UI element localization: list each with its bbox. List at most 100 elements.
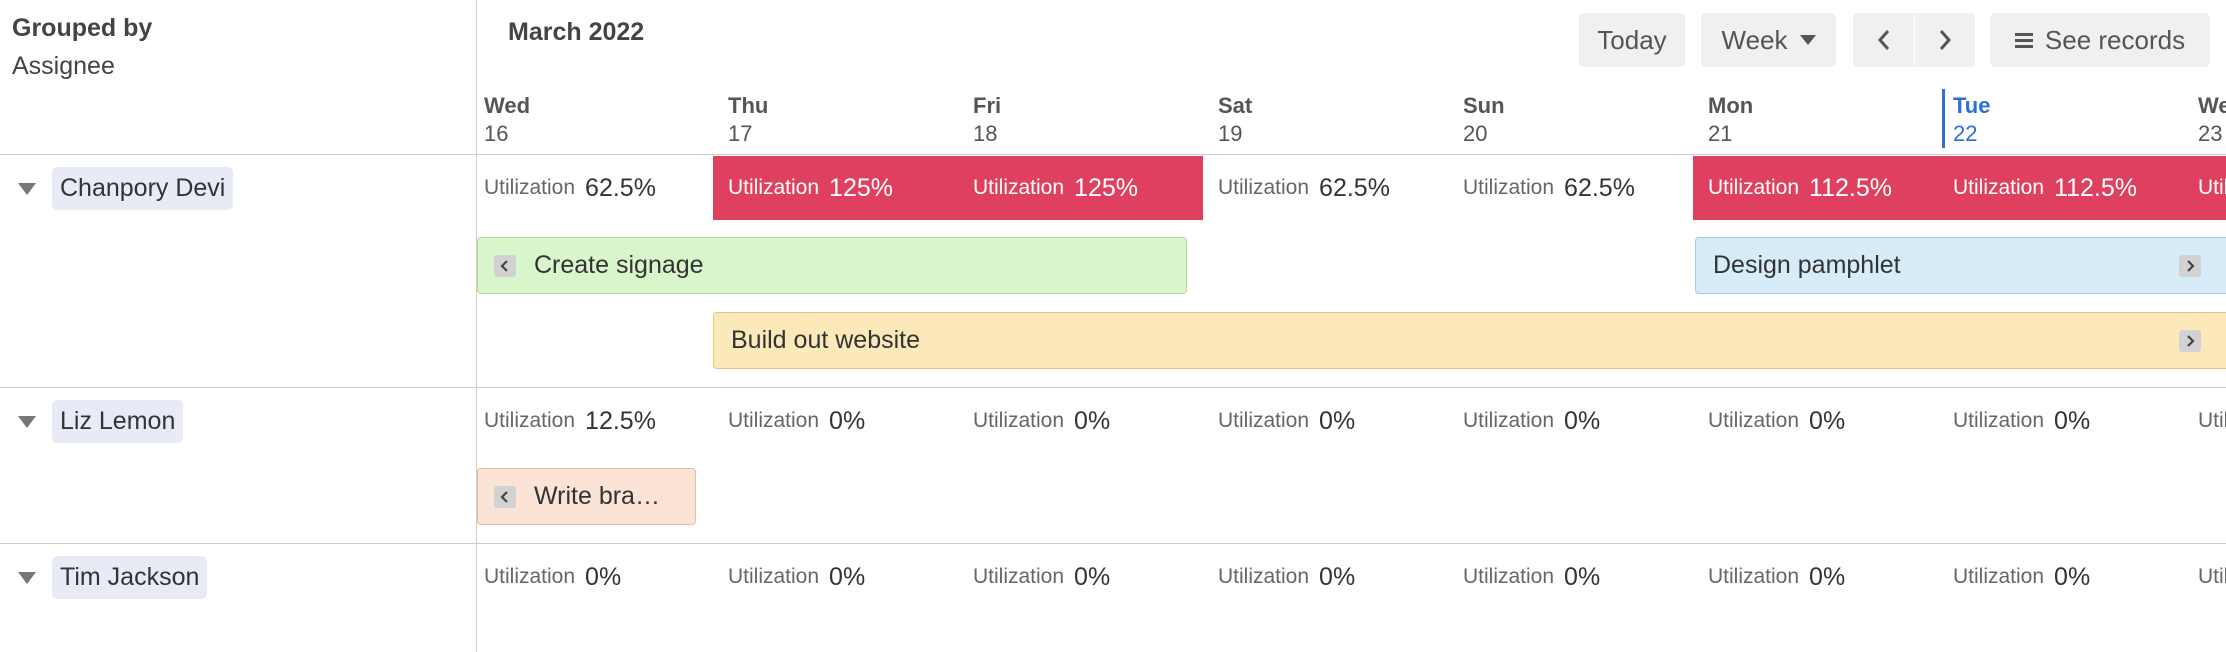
day-date: 21 (1708, 121, 1733, 146)
today-button[interactable]: Today (1579, 13, 1685, 67)
utilization-label: Utilization (1708, 176, 1800, 199)
task-bar[interactable]: Create signage (477, 237, 1187, 294)
arrow-icon (500, 259, 508, 272)
utilization-value: 125% (1074, 173, 1138, 202)
utilization-cell: Utilization 62.5% (1203, 156, 1448, 220)
utilization-label: Utilization (2198, 176, 2226, 199)
day-date: 22 (1953, 121, 1978, 146)
collapse-toggle[interactable] (18, 571, 36, 589)
utilization-cell: Utilization 0% (1693, 389, 1938, 453)
utilization-value: 62.5% (1564, 173, 1635, 202)
utilization-cell: Utilization 62.5% (1448, 156, 1693, 220)
utilization-cell: Utilization (2183, 545, 2226, 609)
utilization-label: Utilization (1463, 565, 1555, 588)
utilization-cell: Utilization 62.5% (477, 156, 713, 220)
utilization-cell: Utilization 0% (1693, 545, 1938, 609)
row-border (0, 387, 2226, 388)
day-date: 16 (484, 121, 509, 146)
utilization-value: 0% (2054, 406, 2091, 435)
scroll-arrow[interactable] (494, 254, 516, 277)
utilization-label: Utilization (484, 409, 576, 432)
task-title: Write bra… (534, 482, 660, 510)
today-line (1942, 89, 1945, 148)
view-button[interactable]: Week (1701, 13, 1836, 67)
task-title: Create signage (534, 251, 704, 279)
utilization-cell: Utilization 0% (713, 545, 958, 609)
utilization-value: 12.5% (585, 406, 656, 435)
day-name: Tue (1953, 93, 1991, 118)
utilization-value: 112.5% (2054, 173, 2137, 202)
day-date: 17 (728, 121, 753, 146)
collapse-icon (18, 572, 36, 584)
utilization-value: 0% (829, 562, 866, 591)
utilization-cell: Utilization 125% (713, 156, 958, 220)
utilization-cell: Utilization 0% (713, 389, 958, 453)
group-field[interactable]: Assignee (12, 52, 115, 80)
task-bar[interactable]: Write bra… (477, 468, 696, 525)
see-records-text: See records (2044, 24, 2186, 55)
utilization-label: Utilization (1708, 409, 1800, 432)
utilization-value: 0% (2054, 562, 2091, 591)
utilization-value: 0% (1319, 406, 1356, 435)
utilization-label: Utilization (728, 409, 820, 432)
task-bar[interactable]: Build out website (713, 312, 2226, 369)
utilization-label: Utilization (973, 565, 1065, 588)
grouped-by-label: Grouped by (12, 14, 153, 42)
utilization-label: Utilization (1953, 565, 2045, 588)
utilization-cell: Utilization 0% (1203, 389, 1448, 453)
utilization-value: 0% (1809, 562, 1846, 591)
utilization-label: Utilization (728, 565, 820, 588)
utilization-value: 62.5% (585, 173, 656, 202)
utilization-cell: Utilization 0% (958, 389, 1203, 453)
prev-icon (1877, 30, 1889, 50)
utilization-label: Utilization (1218, 409, 1310, 432)
task-bar[interactable]: Design pamphlet (1695, 237, 2226, 294)
assignee-name: Chanpory Devi (52, 167, 234, 210)
day-name: Sun (1463, 93, 1505, 118)
scroll-arrow[interactable] (2179, 329, 2201, 352)
collapse-toggle[interactable] (18, 415, 36, 433)
utilization-value: 112.5% (1809, 173, 1892, 202)
utilization-label: Utilization (1463, 176, 1555, 199)
collapse-icon (18, 183, 36, 195)
arrow-icon (2187, 259, 2195, 272)
divider (476, 0, 477, 652)
header-border (0, 154, 2226, 155)
today-text: Today (1597, 24, 1667, 55)
prev-button[interactable] (1853, 13, 1914, 67)
utilization-label: Utilization (484, 565, 576, 588)
utilization-label: Utilization (484, 176, 576, 199)
utilization-cell: Utilization 0% (958, 545, 1203, 609)
assignee-name: Liz Lemon (52, 400, 184, 443)
utilization-cell: Utilization (2183, 156, 2226, 220)
list-icon (2014, 33, 2033, 48)
utilization-cell: Utilization 12.5% (477, 389, 713, 453)
dropdown-icon (1799, 35, 1816, 45)
utilization-value: 0% (585, 562, 622, 591)
utilization-cell: Utilization (2183, 389, 2226, 453)
utilization-label: Utilization (1463, 409, 1555, 432)
utilization-label: Utilization (2198, 409, 2226, 432)
utilization-cell: Utilization 0% (1448, 545, 1693, 609)
next-button[interactable] (1915, 13, 1975, 67)
collapse-toggle[interactable] (18, 182, 36, 200)
scroll-arrow[interactable] (2179, 254, 2201, 277)
scroll-arrow[interactable] (494, 485, 516, 508)
see-records-button[interactable]: See records (1990, 13, 2210, 67)
utilization-value: 125% (829, 173, 893, 202)
day-name: Wed (484, 93, 531, 118)
day-name: Thu (728, 93, 769, 118)
view-text: Week (1721, 24, 1788, 55)
day-date: 18 (973, 121, 998, 146)
task-title: Build out website (731, 326, 921, 354)
task-title: Design pamphlet (1713, 251, 1901, 279)
utilization-value: 0% (829, 406, 866, 435)
utilization-cell: Utilization 0% (1938, 545, 2183, 609)
utilization-cell: Utilization 0% (1938, 389, 2183, 453)
utilization-value: 0% (1074, 562, 1111, 591)
utilization-label: Utilization (973, 176, 1065, 199)
utilization-value: 62.5% (1319, 173, 1390, 202)
day-name: Fri (973, 93, 1002, 118)
utilization-value: 0% (1319, 562, 1356, 591)
